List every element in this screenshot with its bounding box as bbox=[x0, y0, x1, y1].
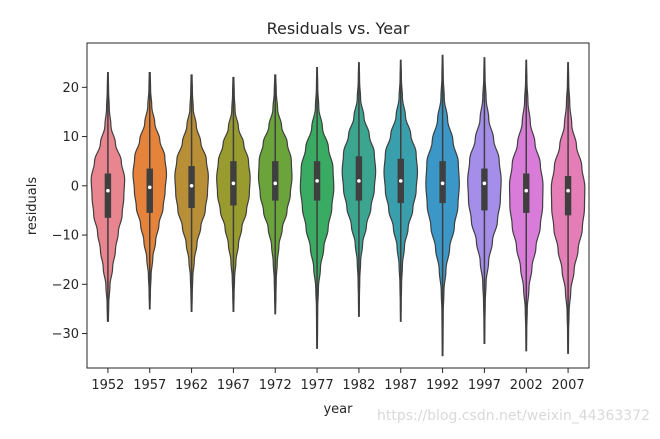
y-axis-label: residuals bbox=[25, 177, 40, 236]
plot-frame bbox=[86, 42, 590, 369]
y-tick-label: 0 bbox=[71, 179, 79, 194]
violin-median-2007 bbox=[566, 188, 570, 193]
x-tick-label: 1957 bbox=[133, 378, 166, 393]
violin-median-1987 bbox=[398, 179, 403, 183]
x-tick-label: 1952 bbox=[91, 378, 124, 393]
x-tick-label: 2002 bbox=[510, 378, 543, 393]
violin-median-1962 bbox=[189, 184, 194, 188]
chart-title: Residuals vs. Year bbox=[267, 19, 410, 38]
violin-median-1982 bbox=[357, 179, 361, 183]
violin-median-1972 bbox=[273, 181, 278, 186]
violin-iqr-box-2007 bbox=[564, 175, 572, 216]
x-axis-label: year bbox=[323, 402, 353, 417]
x-tick-label: 1967 bbox=[217, 378, 250, 393]
x-tick-label: 1987 bbox=[384, 378, 417, 393]
x-tick-label: 1972 bbox=[259, 378, 292, 393]
violin-iqr-box-1982 bbox=[355, 156, 363, 201]
y-tick-label: −10 bbox=[52, 229, 79, 244]
y-tick-label: 10 bbox=[62, 130, 79, 145]
x-tick-label: 1982 bbox=[342, 378, 375, 393]
violin-iqr-box-1952 bbox=[104, 173, 112, 218]
violin-iqr-box-1972 bbox=[272, 161, 279, 201]
x-tick-label: 1992 bbox=[426, 378, 459, 393]
x-axis: 1952 1957 1962 1967 1972 1977 1982 1987 1992 1997… bbox=[91, 368, 585, 393]
watermark-text: https://blog.csdn.net/weixin_44363372 bbox=[376, 408, 650, 424]
x-tick-label: 1997 bbox=[468, 378, 501, 393]
y-tick-label: 20 bbox=[62, 81, 79, 96]
violin-median-1967 bbox=[231, 181, 236, 186]
violin-median-1957 bbox=[147, 185, 152, 190]
y-axis: 20 10 0 −10 −20 −30 bbox=[52, 81, 87, 342]
violin-median-1992 bbox=[440, 181, 445, 186]
x-tick-label: 1977 bbox=[301, 378, 334, 393]
x-tick-label: 1962 bbox=[175, 378, 208, 393]
violin-median-1977 bbox=[315, 179, 319, 183]
violin-iqr-box-1957 bbox=[146, 168, 153, 213]
violin-median-2002 bbox=[524, 188, 529, 193]
violin-median-1997 bbox=[482, 181, 487, 186]
violin-iqr-box-2002 bbox=[523, 173, 530, 213]
violin-median-1952 bbox=[106, 188, 110, 193]
y-tick-label: −30 bbox=[52, 327, 79, 342]
y-tick-label: −20 bbox=[52, 278, 79, 293]
violin-group bbox=[90, 54, 586, 357]
violin-iqr-box-1997 bbox=[481, 168, 488, 211]
x-tick-label: 2007 bbox=[552, 378, 585, 393]
